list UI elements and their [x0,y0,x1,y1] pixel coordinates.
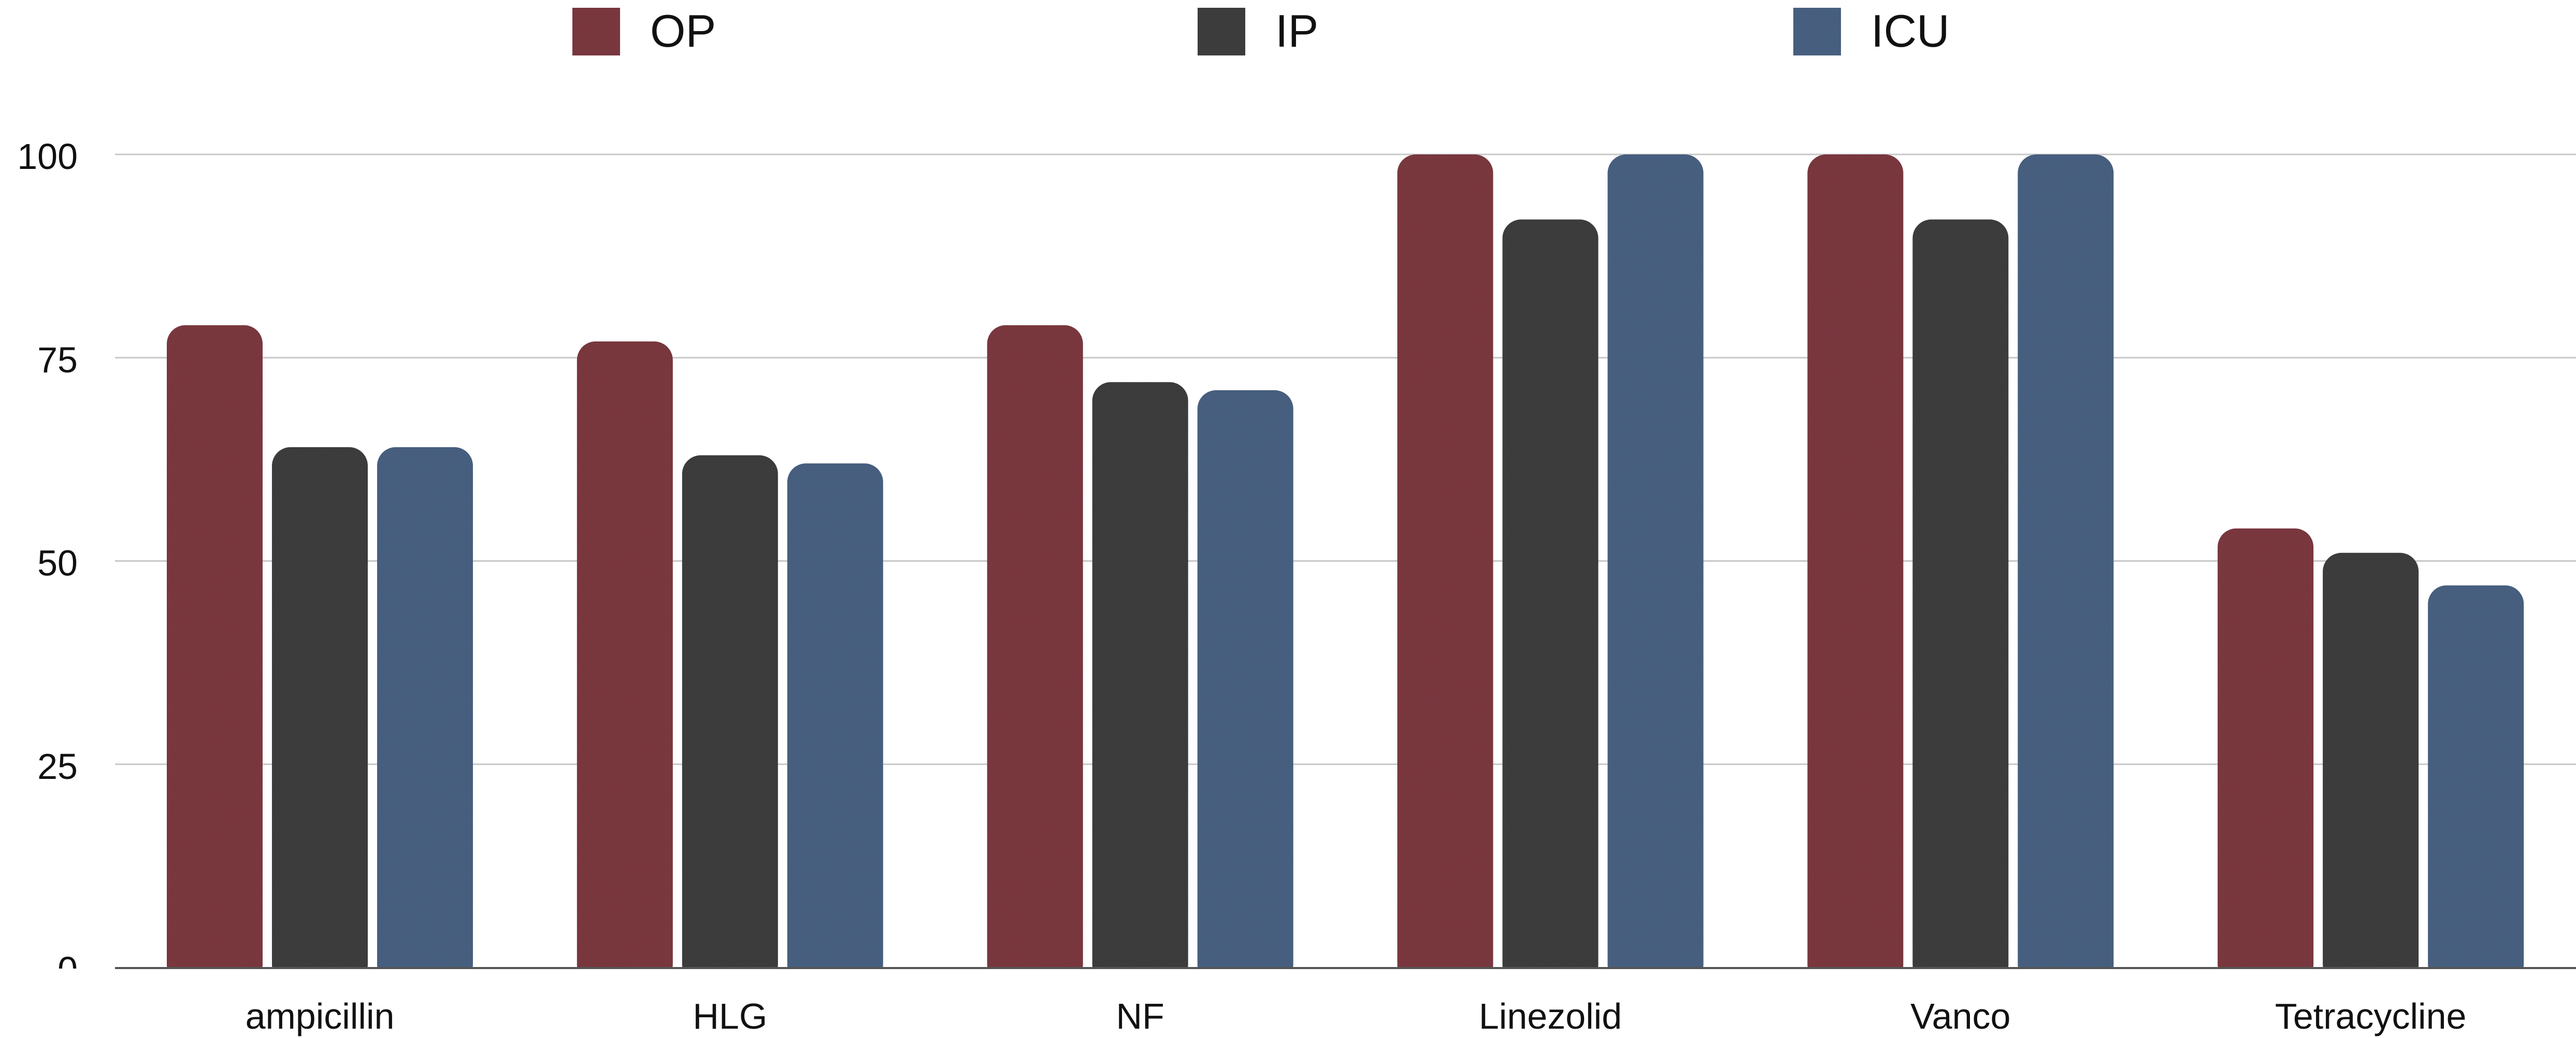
legend-item-ip: IP [1198,5,1318,56]
bar-op-tetracycline [2218,528,2314,983]
bar-op-nf [987,325,1083,983]
baseline-mask [0,969,2576,1038]
x-axis-labels: ampicillin HLG NF Linezolid Vanco Tetracyclin… [246,996,2467,1036]
legend-item-icu: ICU [1793,5,1950,56]
y-axis-ticks: 0255075100 [17,136,78,990]
y-tick-label: 100 [17,136,78,177]
bar-icu-vanco [2018,154,2114,983]
x-tick-label: ampicillin [246,996,395,1036]
bar-icu-nf [1197,390,1293,983]
bar-op-linezolid [1397,154,1493,983]
legend-item-op: OP [572,5,716,56]
bar-ip-tetracycline [2323,552,2419,983]
bar-ip-linezolid [1502,219,1599,983]
y-tick-label: 75 [37,339,78,380]
legend-label: IP [1275,5,1318,56]
legend-swatch [1198,8,1245,55]
bar-ip-nf [1092,382,1188,983]
bar-icu-ampicillin [377,447,473,983]
gridlines [115,153,2576,765]
bar-op-ampicillin [167,325,263,983]
legend: OP IP ICU [572,5,1950,56]
legend-swatch [572,8,620,55]
bar-op-hlg [577,341,673,983]
y-tick-label: 25 [37,746,78,787]
y-tick-label: 50 [37,543,78,584]
legend-swatch [1793,8,1841,55]
bar-icu-tetracycline [2428,585,2524,983]
x-tick-label: HLG [693,996,767,1036]
x-tick-label: Vanco [1910,996,2010,1036]
x-tick-label: NF [1116,996,1164,1036]
bar-icu-linezolid [1607,154,1704,983]
x-tick-label: Tetracycline [2275,996,2467,1036]
bars [0,154,2576,1038]
legend-label: OP [650,5,716,56]
bar-ip-ampicillin [272,447,368,983]
x-tick-label: Linezolid [1479,996,1622,1036]
bar-ip-vanco [1912,219,2009,983]
bar-icu-hlg [787,463,883,983]
bar-ip-hlg [682,455,778,983]
legend-label: ICU [1871,5,1950,56]
bar-op-vanco [1807,154,1904,983]
